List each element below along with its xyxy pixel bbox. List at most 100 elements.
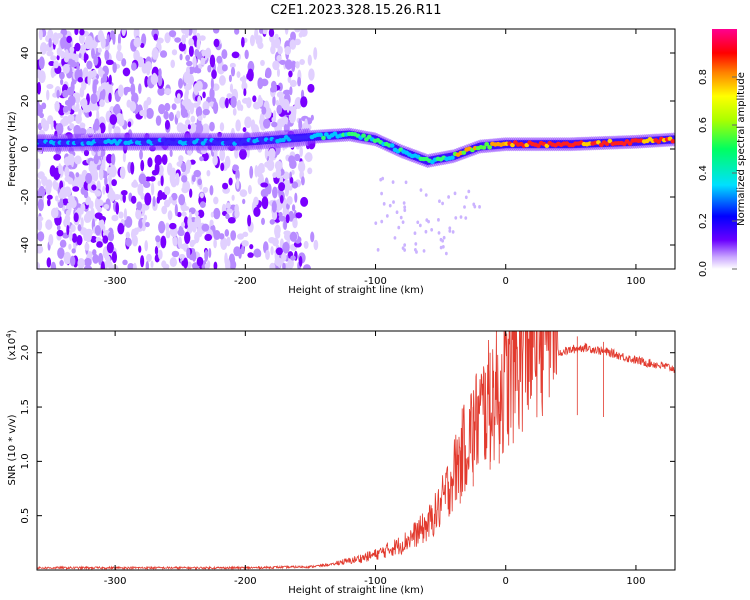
heatmap-speckle	[403, 243, 407, 247]
heatmap-speckle	[133, 49, 140, 62]
heatmap-speckle	[164, 186, 171, 196]
heatmap-speckle	[129, 101, 137, 112]
heatmap-speckle	[74, 155, 82, 165]
heatmap-speckle	[125, 231, 130, 240]
heatmap-speckle	[197, 115, 203, 121]
heatmap-speckle	[37, 158, 41, 170]
heatmap-speckle	[165, 229, 171, 239]
heatmap-speckle	[144, 240, 149, 252]
heatmap-speckle	[185, 159, 192, 171]
heatmap-speckle	[96, 165, 101, 171]
heatmap-speckle	[230, 96, 237, 108]
heatmap-core	[200, 141, 206, 146]
heatmap-speckle	[127, 263, 135, 269]
heatmap-speckle	[225, 202, 231, 209]
heatmap-speckle	[175, 172, 180, 186]
heatmap-speckle	[169, 149, 173, 158]
heatmap-speckle	[250, 119, 256, 132]
heatmap-speckle	[249, 34, 255, 47]
heatmap-speckle	[206, 169, 211, 177]
heatmap-speckle	[76, 234, 83, 246]
heatmap-speckle	[263, 118, 271, 129]
heatmap-speckle	[66, 224, 70, 236]
heatmap-speckle	[261, 29, 268, 35]
colorbar-gradient	[712, 29, 737, 269]
colorbar-label: Normalized spectral amplitude	[736, 72, 747, 226]
heatmap-speckle	[238, 248, 242, 259]
heatmap-core	[656, 139, 661, 144]
heatmap-speckle	[304, 118, 308, 131]
heatmap-speckle	[281, 252, 287, 262]
heatmap-speckle	[388, 203, 392, 208]
heatmap-core	[604, 141, 610, 147]
heatmap-speckle	[227, 217, 236, 224]
heatmap-speckle	[288, 70, 293, 78]
heatmap-speckle	[188, 37, 194, 47]
heatmap-speckle	[204, 233, 213, 242]
heatmap-speckle	[65, 209, 71, 217]
heatmap-speckle	[247, 252, 254, 258]
heatmap-speckle	[413, 231, 417, 236]
heatmap-speckle	[56, 229, 64, 237]
heatmap-speckle	[71, 233, 78, 243]
heatmap-core	[461, 150, 467, 155]
heatmap-speckle	[213, 196, 219, 205]
heatmap-speckle	[94, 224, 101, 236]
heatmap-speckle	[47, 115, 54, 125]
heatmap-speckle	[117, 43, 122, 52]
heatmap-speckle	[37, 198, 44, 212]
heatmap-speckle	[287, 258, 294, 269]
heatmap-speckle	[48, 61, 55, 67]
heatmap-speckle	[158, 249, 163, 260]
heatmap-speckle	[202, 186, 209, 194]
heatmap-speckle	[186, 60, 193, 67]
heatmap-speckle	[91, 164, 99, 171]
snr-ylabel: SNR (10 * v/v)	[7, 414, 18, 485]
heatmap-speckle	[401, 246, 405, 250]
heatmap-speckle	[83, 190, 89, 199]
heatmap-speckle	[283, 89, 291, 96]
heatmap-speckle	[122, 193, 126, 203]
x-tick-label: 100	[626, 576, 645, 587]
heatmap-speckle	[94, 212, 103, 219]
heatmap-speckle	[193, 83, 199, 96]
heatmap-speckle	[228, 74, 232, 83]
heatmap-speckle	[130, 161, 135, 175]
figure-title: C2E1.2023.328.15.26.R11	[270, 3, 441, 18]
heatmap-speckle	[213, 238, 217, 249]
heatmap-speckle	[199, 156, 204, 162]
heatmap-speckle	[62, 63, 70, 74]
heatmap-speckle	[414, 242, 418, 246]
heatmap-speckle	[209, 121, 215, 132]
heatmap-speckle	[307, 54, 312, 66]
heatmap-speckle	[385, 214, 389, 218]
y-tick-label: 20	[20, 95, 31, 108]
heatmap-speckle	[155, 235, 161, 243]
heatmap-speckle	[178, 78, 184, 89]
heatmap-speckle	[50, 207, 59, 219]
heatmap-speckle	[168, 30, 177, 38]
heatmap-speckle	[119, 166, 126, 180]
heatmap-speckle	[379, 177, 383, 182]
heatmap-speckle	[430, 227, 434, 232]
x-tick-label: -100	[364, 276, 387, 287]
heatmap-speckle	[160, 175, 164, 187]
heatmap-speckle	[84, 242, 90, 251]
heatmap-speckle	[232, 164, 239, 172]
heatmap-speckle	[67, 195, 75, 205]
heatmap-speckle	[97, 47, 102, 53]
heatmap-speckle	[72, 186, 80, 192]
heatmap-speckle	[422, 249, 426, 253]
heatmap-speckle	[209, 219, 214, 227]
heatmap-speckle	[200, 57, 206, 66]
heatmap-speckle	[284, 45, 292, 55]
heatmap-speckle	[195, 67, 202, 74]
heatmap-speckle	[380, 191, 383, 196]
heatmap-speckle	[144, 192, 152, 206]
colorbar-tick-label: 0.2	[698, 213, 709, 229]
heatmap-speckle	[437, 218, 440, 222]
heatmap-speckle	[74, 42, 81, 52]
heatmap-speckle	[67, 98, 73, 111]
heatmap-speckle	[274, 160, 283, 171]
heatmap-speckle	[285, 214, 290, 224]
